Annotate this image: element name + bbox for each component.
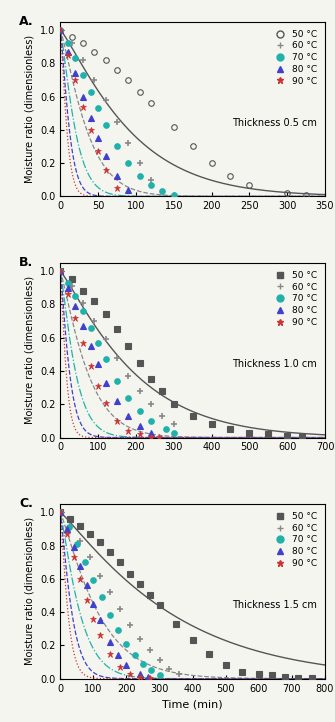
Y-axis label: Moisture ratio (dimensionless): Moisture ratio (dimensionless)	[24, 35, 35, 183]
Y-axis label: Moisture ratio (dimensionless): Moisture ratio (dimensionless)	[24, 517, 35, 666]
Text: B.: B.	[19, 256, 34, 269]
Legend: 50 °C, 60 °C, 70 °C, 80 °C, 90 °C: 50 °C, 60 °C, 70 °C, 80 °C, 90 °C	[267, 508, 321, 572]
Text: A.: A.	[19, 14, 34, 27]
Text: Thickness 1.0 cm: Thickness 1.0 cm	[232, 359, 317, 369]
Text: C.: C.	[19, 497, 33, 510]
Legend: 50 °C, 60 °C, 70 °C, 80 °C, 90 °C: 50 °C, 60 °C, 70 °C, 80 °C, 90 °C	[267, 26, 321, 90]
Legend: 50 °C, 60 °C, 70 °C, 80 °C, 90 °C: 50 °C, 60 °C, 70 °C, 80 °C, 90 °C	[267, 267, 321, 331]
Text: Thickness 1.5 cm: Thickness 1.5 cm	[232, 600, 317, 610]
Text: Thickness 0.5 cm: Thickness 0.5 cm	[232, 118, 317, 128]
Y-axis label: Moisture ratio (dimensionless): Moisture ratio (dimensionless)	[24, 276, 35, 425]
X-axis label: Time (min): Time (min)	[162, 699, 223, 709]
